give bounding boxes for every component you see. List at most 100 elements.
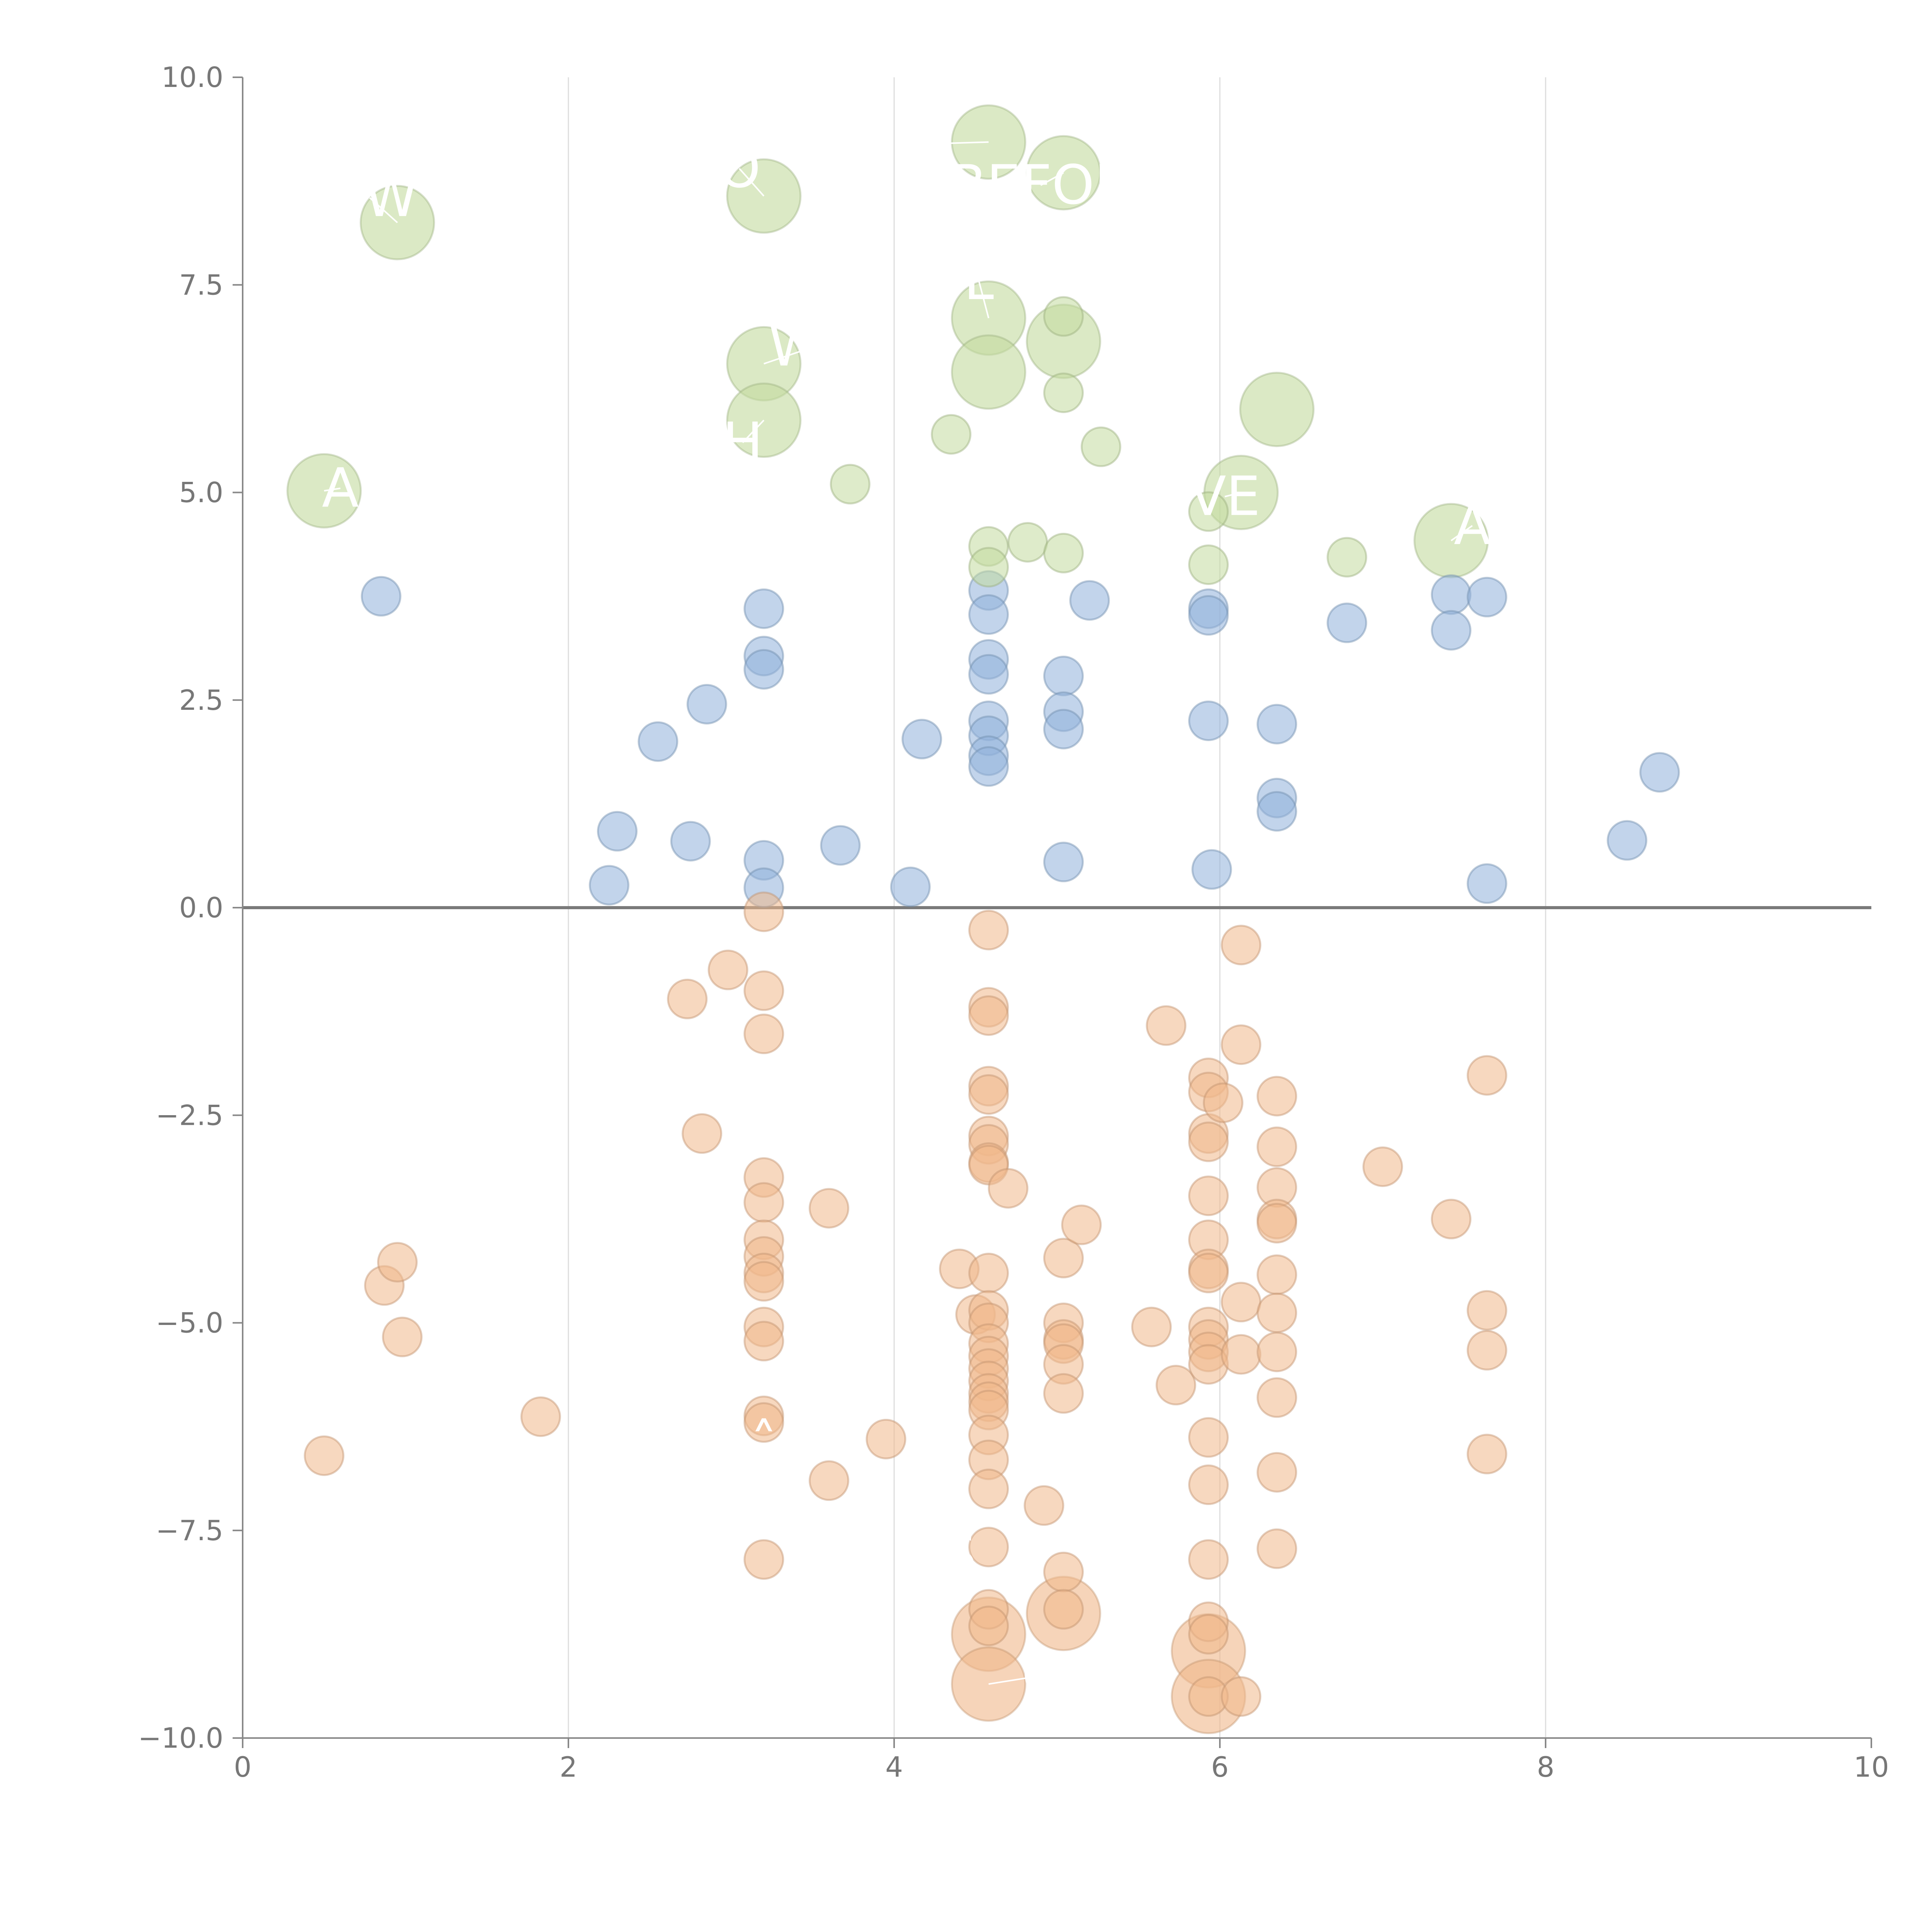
data-point-s1-13 (901, 719, 942, 760)
data-point-s2-60 (1043, 1551, 1084, 1592)
data-point-s2-20 (743, 1402, 784, 1443)
label-leader-line-5 (935, 141, 989, 145)
data-point-s2-86 (1221, 1024, 1262, 1065)
data-point-s1-34 (1327, 602, 1367, 643)
data-point-s2-5 (667, 978, 708, 1019)
data-point-s2-87 (1221, 1282, 1262, 1323)
y-tick-label-5: −2.5 (156, 1099, 223, 1131)
data-point-s3-7 (1043, 532, 1084, 573)
data-point-s2-9 (743, 970, 784, 1011)
data-point-s2-99 (1257, 1452, 1298, 1493)
x-tick-label-3: 6 (1211, 1751, 1229, 1783)
data-point-s2-51 (968, 1605, 1009, 1646)
label-leader-line-7 (978, 280, 990, 318)
data-point-s1-37 (1466, 577, 1507, 617)
y-tick-label-0: 10.0 (162, 61, 223, 94)
data-point-s2-0 (304, 1435, 345, 1476)
bubble-word-label-2: O (718, 137, 760, 200)
data-point-s2-61 (1043, 1589, 1084, 1630)
data-point-s2-69 (1188, 1121, 1229, 1162)
data-point-s2-104 (1466, 1290, 1507, 1331)
data-point-s2-106 (1466, 1434, 1507, 1475)
y-tick-label-2: 5.0 (179, 476, 223, 509)
data-point-s2-6 (682, 1113, 723, 1154)
bubble-word-label-4: H (722, 411, 763, 474)
data-point-s2-29 (968, 995, 1009, 1036)
data-point-s1-0 (361, 576, 401, 617)
x-tick-label-4: 8 (1537, 1751, 1554, 1783)
bubble-word-label-14: C (1022, 1644, 1060, 1707)
data-point-s2-85 (1221, 925, 1262, 966)
bubble-word-label-0: OW (321, 166, 418, 229)
y-tick-label-1: 7.5 (179, 269, 223, 301)
y-tick-label-8: −10.0 (138, 1722, 223, 1754)
data-point-s1-25 (1043, 842, 1084, 883)
data-point-s2-79 (1188, 1464, 1229, 1505)
data-point-s1-17 (968, 654, 1009, 695)
data-point-s2-65 (1155, 1365, 1196, 1406)
data-point-s3-6 (1043, 372, 1084, 413)
large-bubble-8 (951, 334, 1026, 410)
data-point-s3-4 (1007, 522, 1048, 563)
data-point-s2-27 (968, 910, 1009, 951)
data-point-s2-10 (743, 1014, 784, 1054)
data-point-s2-21 (743, 1539, 784, 1580)
label-leader-line-11 (1225, 492, 1242, 498)
data-point-s1-12 (890, 866, 931, 907)
data-point-s2-63 (1131, 1306, 1172, 1347)
data-points (304, 296, 1680, 1717)
data-point-s2-102 (1431, 1199, 1472, 1240)
data-point-s1-21 (968, 746, 1009, 787)
data-point-s2-49 (968, 1527, 1009, 1568)
axes: 0 2 4 6 8 10 10.0 7.5 5.0 2.5 0.0 −2.5 −5.0 −7.5 −10.0 (138, 61, 1889, 1783)
data-point-s1-29 (1188, 700, 1229, 741)
data-point-s1-3 (638, 721, 679, 762)
data-point-s1-33 (1257, 791, 1298, 832)
data-point-s2-16 (743, 1261, 784, 1302)
data-point-s2-82 (1188, 1614, 1229, 1655)
data-point-s2-70 (1188, 1175, 1229, 1216)
y-tick-label-4: 0.0 (179, 891, 223, 924)
x-tick-label-2: 4 (885, 1751, 903, 1783)
data-point-s1-4 (670, 821, 711, 862)
data-point-s2-62 (1061, 1204, 1102, 1245)
bubble-word-label-3: WE (769, 316, 857, 379)
data-point-s2-36 (968, 1253, 1009, 1294)
data-point-s2-54 (1043, 1238, 1084, 1279)
y-tick-label-7: −7.5 (156, 1514, 223, 1547)
data-point-s3-10 (1188, 544, 1229, 585)
data-point-s2-98 (1257, 1377, 1298, 1418)
data-point-s2-97 (1257, 1332, 1298, 1372)
data-point-s3-1 (931, 414, 972, 455)
data-point-s1-5 (686, 684, 727, 724)
stray-word-label-0: ˄ (750, 1412, 777, 1475)
data-point-s2-48 (968, 1468, 1009, 1509)
data-point-s2-94 (1257, 1203, 1298, 1244)
data-point-s2-12 (743, 1182, 784, 1223)
x-tick-label-5: 10 (1854, 1751, 1889, 1783)
data-point-s2-2 (377, 1242, 418, 1283)
data-point-s1-15 (968, 594, 1009, 635)
data-point-s1-22 (1043, 655, 1084, 696)
bubble-word-label-1: A (322, 457, 359, 520)
data-point-s2-18 (743, 1321, 784, 1362)
data-point-s2-59 (1043, 1373, 1084, 1414)
data-point-s2-100 (1257, 1528, 1298, 1569)
data-point-s3-0 (830, 464, 871, 505)
data-point-s1-39 (1607, 820, 1648, 861)
x-tick-label-1: 2 (560, 1751, 577, 1783)
data-point-s3-5 (1043, 296, 1084, 337)
data-point-s1-40 (1639, 752, 1680, 793)
bubble-word-label-12: A (1454, 494, 1491, 557)
data-point-s2-4 (520, 1396, 561, 1437)
label-leader-line-4 (742, 420, 765, 443)
data-point-s2-88 (1221, 1334, 1262, 1375)
data-point-s1-1 (588, 865, 629, 906)
data-point-s2-31 (968, 1074, 1009, 1115)
data-point-s1-26 (1069, 580, 1110, 621)
large-bubble-10 (1239, 372, 1315, 447)
data-point-s2-105 (1466, 1330, 1507, 1371)
bubble-word-label-11: VE (1189, 465, 1260, 528)
